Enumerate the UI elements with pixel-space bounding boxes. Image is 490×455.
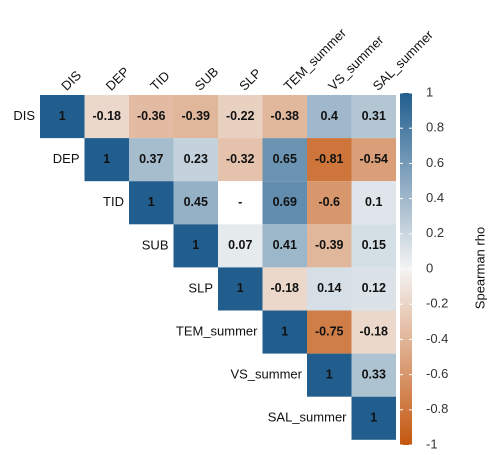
heatmap-cell — [173, 181, 218, 225]
heatmap-cell — [307, 353, 352, 397]
heatmap-cell — [262, 138, 307, 182]
cell-label: 1 — [192, 238, 199, 252]
row-label: TEM_summer — [176, 323, 258, 338]
cell-label: 1 — [281, 324, 288, 338]
heatmap-cell — [129, 138, 174, 182]
row-label: SLP — [188, 280, 213, 295]
colorbar-tick-label: -0.2 — [426, 296, 448, 311]
heatmap-cell — [307, 310, 352, 354]
heatmap-cell — [351, 396, 396, 440]
cell-label: -0.18 — [93, 109, 122, 123]
cell-label: -0.36 — [137, 109, 166, 123]
column-label: SUB — [192, 64, 222, 94]
heatmap-cell — [218, 138, 263, 182]
column-label: DEP — [103, 64, 133, 94]
colorbar-tick-label: 0.6 — [426, 155, 444, 170]
cell-label: - — [238, 195, 242, 209]
cell-label: 1 — [148, 195, 155, 209]
cell-label: 0.41 — [273, 238, 297, 252]
heatmap-cell — [351, 95, 396, 139]
heatmap-cell — [307, 224, 352, 268]
colorbar-tick-label: 0.4 — [426, 190, 444, 205]
cell-label: 0.07 — [228, 238, 252, 252]
heatmap-cell — [173, 138, 218, 182]
heatmap-cell — [307, 267, 352, 311]
cell-label: -0.32 — [226, 152, 255, 166]
colorbar-tick-label: 0 — [426, 260, 433, 275]
row-label: SUB — [142, 237, 169, 252]
heatmap-cell — [351, 267, 396, 311]
colorbar-title: Spearman rho — [472, 227, 487, 309]
cell-label: -0.39 — [182, 109, 211, 123]
cell-label: 0.45 — [184, 195, 208, 209]
cell-label: -0.54 — [360, 152, 389, 166]
heatmap-cell — [40, 95, 85, 139]
row-label: VS_summer — [230, 367, 302, 382]
colorbar — [400, 93, 412, 445]
heatmap-cell — [351, 181, 396, 225]
heatmap-cell — [262, 267, 307, 311]
cell-label: 0.4 — [321, 109, 338, 123]
heatmap-cell — [218, 181, 263, 225]
cell-label: 1 — [103, 152, 110, 166]
row-label: DEP — [53, 151, 80, 166]
column-label: DIS — [58, 67, 84, 93]
cell-label: 1 — [59, 109, 66, 123]
cell-label: 0.14 — [317, 281, 341, 295]
heatmap-cell — [262, 310, 307, 354]
colorbar-tick-label: 0.2 — [426, 225, 444, 240]
cell-label: -0.6 — [318, 195, 340, 209]
heatmap-cell — [262, 181, 307, 225]
column-label: TID — [147, 68, 172, 93]
cell-label: -0.81 — [315, 152, 344, 166]
heatmap-cell — [307, 138, 352, 182]
colorbar-tick-label: 0.8 — [426, 120, 444, 135]
heatmap-cell — [129, 95, 174, 139]
cell-label: -0.22 — [226, 109, 255, 123]
cell-label: 1 — [326, 367, 333, 381]
heatmap-cell — [218, 224, 263, 268]
heatmap-cell — [262, 95, 307, 139]
cell-label: 0.33 — [362, 367, 386, 381]
cell-label: 0.1 — [365, 195, 382, 209]
cell-label: -0.18 — [360, 324, 389, 338]
row-label: SAL_summer — [268, 410, 347, 425]
cell-label: -0.38 — [271, 109, 300, 123]
heatmap-cell — [173, 224, 218, 268]
heatmap-cell — [351, 310, 396, 354]
heatmap-cell — [218, 267, 263, 311]
cell-label: -0.75 — [315, 324, 344, 338]
heatmap-cell — [307, 181, 352, 225]
heatmap-cell — [129, 181, 174, 225]
heatmap-cell — [307, 95, 352, 139]
colorbar-tick-label: 1 — [426, 84, 433, 99]
cell-label: -0.39 — [315, 238, 344, 252]
heatmap-cell — [84, 138, 129, 182]
cell-label: 0.65 — [273, 152, 297, 166]
cell-label: 1 — [237, 281, 244, 295]
cell-label: 0.31 — [362, 109, 386, 123]
heatmap-cell — [351, 138, 396, 182]
heatmap-cell — [218, 95, 263, 139]
colorbar-tick-label: -0.4 — [426, 331, 448, 346]
column-label: SLP — [236, 66, 264, 94]
heatmap-cell — [351, 224, 396, 268]
colorbar-tick-label: -1 — [426, 436, 438, 450]
cell-label: 0.69 — [273, 195, 297, 209]
cell-label: 1 — [370, 411, 377, 425]
heatmap-cell — [262, 224, 307, 268]
heatmap-cell — [351, 353, 396, 397]
cell-label: 0.12 — [362, 281, 386, 295]
cell-label: -0.18 — [271, 281, 300, 295]
cell-label: 0.37 — [139, 152, 163, 166]
colorbar-tick-label: -0.6 — [426, 366, 448, 381]
colorbar-tick-label: -0.8 — [426, 401, 448, 416]
row-label: TID — [103, 194, 124, 209]
heatmap-cell — [173, 95, 218, 139]
row-label: DIS — [13, 108, 35, 123]
cell-label: 0.23 — [184, 152, 208, 166]
cell-label: 0.15 — [362, 238, 386, 252]
heatmap-cell — [84, 95, 129, 139]
